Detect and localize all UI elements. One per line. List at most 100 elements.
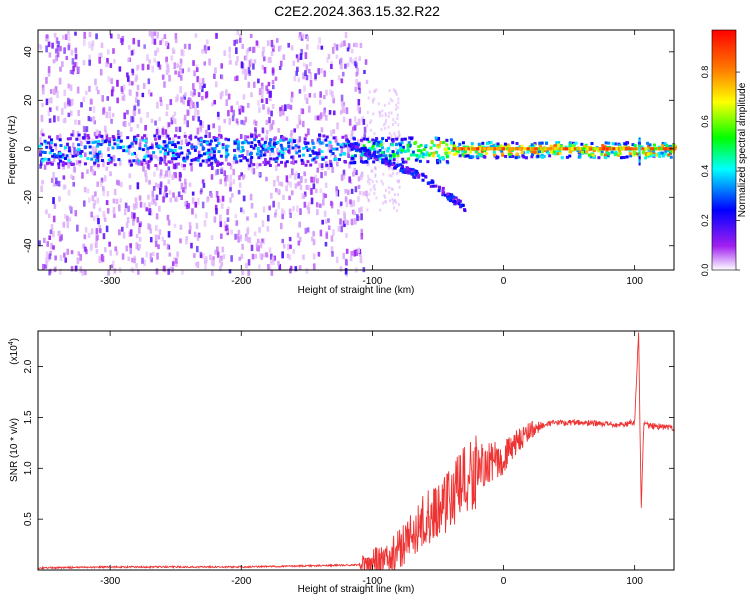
spectrogram-cell — [188, 97, 192, 103]
spectrogram-cell — [399, 146, 403, 150]
spectrogram-cell — [86, 157, 90, 161]
spectrogram-cell — [479, 145, 483, 149]
spectrogram-cell — [429, 184, 433, 188]
spectrogram-cell — [193, 148, 197, 152]
spectrogram-cell — [445, 143, 449, 147]
snr-background — [38, 331, 674, 570]
spectrogram-cell — [558, 147, 562, 151]
spectrogram-cell — [387, 125, 390, 129]
spectrogram-cell — [252, 168, 256, 175]
spectrogram-cell — [277, 128, 280, 133]
spectrogram-cell — [138, 227, 141, 234]
spectrogram-cell — [139, 201, 143, 208]
spectrogram-cell — [173, 118, 177, 125]
spectrogram-cell — [583, 145, 587, 149]
spectrogram-cell — [553, 152, 557, 156]
spectrogram-cell — [204, 262, 207, 270]
spectrogram-cell — [165, 170, 169, 178]
spectrogram-cell — [220, 161, 224, 165]
spectrogram-cell — [117, 33, 120, 40]
spectrogram-cell — [280, 153, 284, 157]
spectrogram-cell — [61, 61, 64, 68]
spectrogram-cell — [43, 139, 47, 143]
spectrogram-cell — [345, 107, 349, 115]
spectrogram-cell — [315, 152, 319, 156]
spectrogram-cell — [356, 143, 360, 147]
spectrogram-cell — [223, 221, 227, 228]
spectrogram-cell — [182, 100, 185, 105]
spectrogram-cell — [351, 154, 355, 158]
spectrogram-cell — [385, 147, 388, 151]
spectrogram-cell — [83, 31, 86, 39]
spectrogram-cell — [87, 136, 91, 140]
spectrogram-cell — [330, 202, 334, 209]
spectrogram-cell — [356, 105, 360, 111]
spectrogram-cell — [66, 142, 70, 146]
spectrogram-cell — [153, 38, 157, 45]
spectrogram-cell — [239, 134, 243, 139]
spectrogram-cell — [52, 231, 55, 238]
spectrogram-cell — [213, 146, 217, 150]
spectrogram-cell — [380, 151, 384, 155]
spectrogram-cell — [203, 44, 207, 51]
spectrogram-cell — [387, 136, 391, 140]
spectrogram-cell — [108, 143, 112, 147]
spectrogram-cell — [130, 163, 134, 167]
spectrogram-cell — [360, 206, 363, 213]
spectrogram-cell — [622, 144, 626, 148]
spectrogram-cell — [101, 136, 104, 143]
spectrogram-cell — [135, 153, 138, 158]
spectrogram-cell — [353, 218, 357, 225]
spectrogram-cell — [88, 41, 91, 49]
spectrogram-cell — [270, 123, 274, 130]
spectrogram-cell — [161, 236, 165, 242]
spectrogram-cell — [213, 138, 217, 142]
spectrogram-cell — [347, 143, 351, 147]
spectrogram-cell — [177, 191, 181, 198]
spectrogram-cell — [57, 115, 60, 122]
spectrogram-cell — [409, 137, 413, 141]
spectrogram-cell — [196, 101, 199, 108]
spectrogram-cell — [332, 98, 335, 104]
spectrogram-cell — [112, 48, 115, 54]
spectrogram-cell — [222, 254, 226, 260]
spectrogram-cell — [312, 239, 316, 246]
spectrogram-cell — [94, 191, 97, 197]
spectrogram-cell — [362, 137, 366, 141]
spectrogram-cell — [113, 268, 117, 274]
spectrogram-cell — [163, 174, 167, 179]
spectrogram-cell — [183, 43, 187, 49]
spectrogram-cell — [128, 80, 131, 86]
spectrogram-cell — [546, 147, 550, 151]
spectrogram-cell — [199, 138, 203, 142]
spectrogram-cell — [184, 182, 187, 189]
spectrogram-cell — [287, 144, 291, 148]
spectrogram-cell — [581, 150, 585, 154]
spectrogram-cell — [141, 92, 145, 98]
spectrogram-cell — [52, 182, 56, 187]
spectrogram-cell — [60, 108, 64, 115]
spectrogram-cell — [153, 137, 157, 141]
spectrogram-cell — [268, 164, 272, 168]
spectrogram-cell — [174, 172, 178, 179]
spectrogram-cell — [334, 157, 338, 161]
spectrogram-cell — [290, 96, 293, 103]
spectrogram-cell — [347, 140, 351, 144]
spectrogram-cell — [389, 154, 393, 158]
spectrogram-cell — [353, 161, 357, 165]
spectrogram-cell — [172, 49, 176, 54]
spectrogram-cell — [212, 256, 215, 261]
spectrogram-cell — [315, 202, 319, 208]
spectrogram-cell — [63, 89, 67, 97]
spectrogram-cell — [303, 85, 306, 92]
spectrogram-cell — [371, 169, 374, 173]
spectrogram-cell — [381, 137, 385, 141]
spectrogram-cell — [53, 115, 56, 123]
spectrogram-cell — [98, 207, 102, 212]
spectrogram-cell — [363, 69, 366, 75]
spectrogram-cell — [89, 117, 93, 122]
spectrogram-cell — [252, 81, 256, 88]
spectrogram-cell — [318, 153, 321, 158]
spectrogram-cell — [481, 147, 485, 151]
spectrogram-cell — [52, 197, 55, 205]
